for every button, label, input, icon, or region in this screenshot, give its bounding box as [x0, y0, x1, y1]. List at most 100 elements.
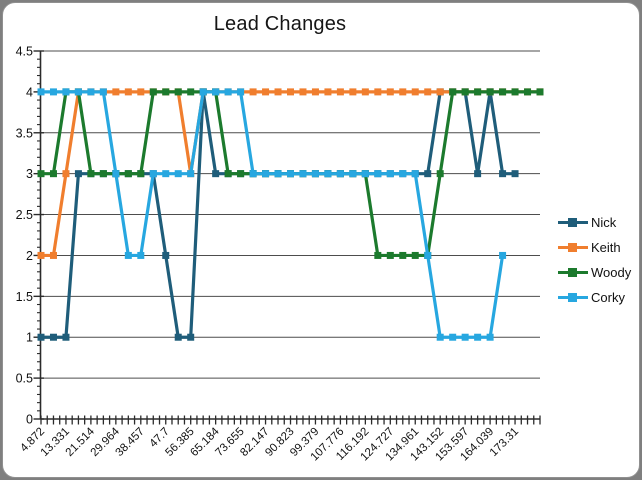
series-marker-corky: [399, 170, 407, 178]
series-marker-corky: [274, 170, 282, 178]
y-tick-label: 2: [26, 249, 33, 263]
series-marker-keith: [374, 88, 382, 96]
x-tick-label: 173.31: [488, 426, 521, 459]
series-marker-corky: [299, 170, 307, 178]
series-marker-corky: [349, 170, 357, 178]
series-marker-corky: [461, 333, 469, 341]
series-marker-corky: [499, 251, 507, 259]
series-marker-keith: [112, 88, 120, 96]
series-marker-woody: [399, 251, 407, 259]
series-marker-woody: [149, 88, 157, 96]
series-marker-woody: [499, 88, 507, 96]
series-marker-corky: [336, 170, 344, 178]
y-tick-label: 2.5: [16, 208, 33, 222]
legend-label: Keith: [591, 240, 621, 255]
series-marker-woody: [474, 88, 482, 96]
series-marker-woody: [162, 88, 170, 96]
series-marker-corky: [436, 333, 444, 341]
series-marker-nick: [74, 170, 82, 178]
x-tick-label: 38.457: [114, 426, 147, 459]
series-marker-corky: [37, 88, 45, 96]
legend-item-corky: Corky: [558, 288, 631, 307]
series-marker-woody: [99, 170, 107, 178]
series-marker-corky: [149, 170, 157, 178]
series-marker-woody: [536, 88, 544, 96]
series-marker-nick: [511, 170, 519, 178]
nick-line-swatch-icon: [558, 218, 588, 227]
series-marker-corky: [474, 333, 482, 341]
series-marker-corky: [99, 88, 107, 96]
series-marker-corky: [199, 88, 207, 96]
series-marker-nick: [212, 170, 220, 178]
series-marker-corky: [386, 170, 394, 178]
y-tick-label: 3: [26, 167, 33, 181]
series-marker-woody: [124, 170, 132, 178]
series-marker-keith: [361, 88, 369, 96]
series-marker-keith: [436, 88, 444, 96]
series-marker-woody: [174, 88, 182, 96]
series-marker-corky: [87, 88, 95, 96]
series-marker-corky: [449, 333, 457, 341]
series-marker-keith: [274, 88, 282, 96]
series-marker-woody: [87, 170, 95, 178]
series-marker-keith: [336, 88, 344, 96]
y-tick-label: 4: [26, 85, 33, 99]
series-marker-woody: [524, 88, 532, 96]
legend-label: Nick: [591, 215, 617, 230]
series-marker-corky: [324, 170, 332, 178]
series-marker-nick: [174, 333, 182, 341]
series-marker-woody: [436, 170, 444, 178]
series-marker-keith: [249, 88, 257, 96]
series-marker-corky: [411, 170, 419, 178]
keith-line-swatch-icon: [558, 243, 588, 252]
series-marker-nick: [62, 333, 70, 341]
series-marker-keith: [424, 88, 432, 96]
series-marker-nick: [424, 170, 432, 178]
series-marker-corky: [311, 170, 319, 178]
legend-item-woody: Woody: [558, 263, 631, 282]
y-tick-label: 0: [26, 413, 33, 427]
series-marker-keith: [411, 88, 419, 96]
y-tick-label: 3.5: [16, 126, 33, 140]
series-marker-woody: [411, 251, 419, 259]
series-marker-woody: [187, 88, 195, 96]
series-marker-corky: [49, 88, 57, 96]
series-marker-woody: [486, 88, 494, 96]
series-marker-corky: [224, 88, 232, 96]
series-marker-corky: [486, 333, 494, 341]
series-marker-corky: [62, 88, 70, 96]
series-marker-corky: [249, 170, 257, 178]
series-marker-keith: [399, 88, 407, 96]
y-tick-label: 4.5: [16, 45, 33, 59]
series-marker-keith: [62, 170, 70, 178]
series-marker-keith: [324, 88, 332, 96]
legend-item-keith: Keith: [558, 238, 631, 257]
series-marker-corky: [124, 251, 132, 259]
series-marker-corky: [374, 170, 382, 178]
woody-line-swatch-icon: [558, 268, 588, 277]
series-marker-corky: [287, 170, 294, 178]
series-marker-keith: [137, 88, 145, 96]
y-tick-label: 0.5: [16, 372, 33, 386]
series-marker-woody: [49, 170, 57, 178]
series-marker-nick: [474, 170, 482, 178]
series-marker-corky: [74, 88, 82, 96]
series-marker-corky: [361, 170, 369, 178]
series-marker-keith: [262, 88, 270, 96]
series-marker-keith: [49, 251, 57, 259]
series-marker-nick: [499, 170, 507, 178]
series-marker-woody: [511, 88, 519, 96]
series-marker-woody: [449, 88, 457, 96]
legend-item-nick: Nick: [558, 213, 631, 232]
series-marker-woody: [37, 170, 45, 178]
y-tick-label: 1: [26, 331, 33, 345]
series-marker-corky: [174, 170, 182, 178]
series-marker-keith: [311, 88, 319, 96]
series-marker-corky: [137, 251, 145, 259]
series-marker-corky: [187, 170, 195, 178]
series-marker-corky: [424, 251, 432, 259]
series-marker-keith: [287, 88, 294, 96]
